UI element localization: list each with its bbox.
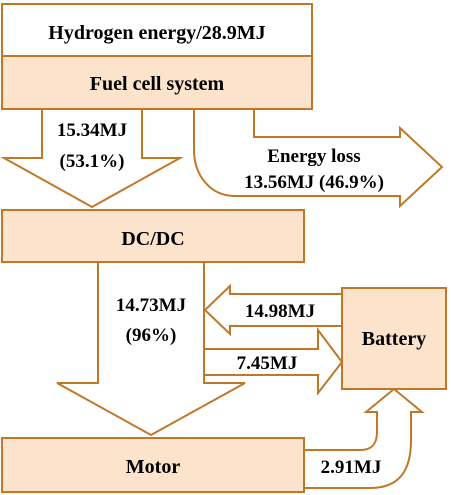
dcdc-to-motor-arrow: [56, 261, 246, 437]
motor-to-battery-arrow: [303, 387, 425, 489]
battery-box: [341, 287, 447, 390]
energy-loss-arrow: [193, 108, 444, 209]
fuel-cell-to-dcdc-value: 15.34MJ: [57, 120, 127, 141]
battery-label: Battery: [362, 328, 426, 350]
energy-loss-value: 13.56MJ (46.9%): [244, 172, 384, 193]
dcdc-to-battery-arrow: [203, 327, 344, 396]
motor-to-battery-value: 2.91MJ: [321, 457, 382, 478]
fuel-cell-system-label: Fuel cell system: [90, 73, 225, 95]
dcdc-to-motor-percent: (96%): [126, 325, 177, 346]
dcdc-to-motor-value: 14.73MJ: [116, 295, 186, 316]
dcdc-to-battery-value: 7.45MJ: [237, 353, 298, 374]
fuel-cell-system-box: [1, 55, 313, 110]
energy-loss-title: Energy loss: [267, 146, 360, 167]
motor-label: Motor: [126, 456, 181, 478]
battery-to-motor-arrow: [203, 283, 343, 337]
hydrogen-energy-label: Hydrogen energy/28.9MJ: [48, 22, 265, 44]
hydrogen-energy-box: [1, 3, 313, 57]
battery-to-motor-value: 14.98MJ: [245, 301, 315, 322]
dcdc-label: DC/DC: [121, 228, 184, 250]
fuel-cell-to-dcdc-arrow: [0, 108, 184, 209]
fuel-cell-to-dcdc-percent: (53.1%): [60, 151, 125, 172]
motor-box: [1, 437, 305, 493]
